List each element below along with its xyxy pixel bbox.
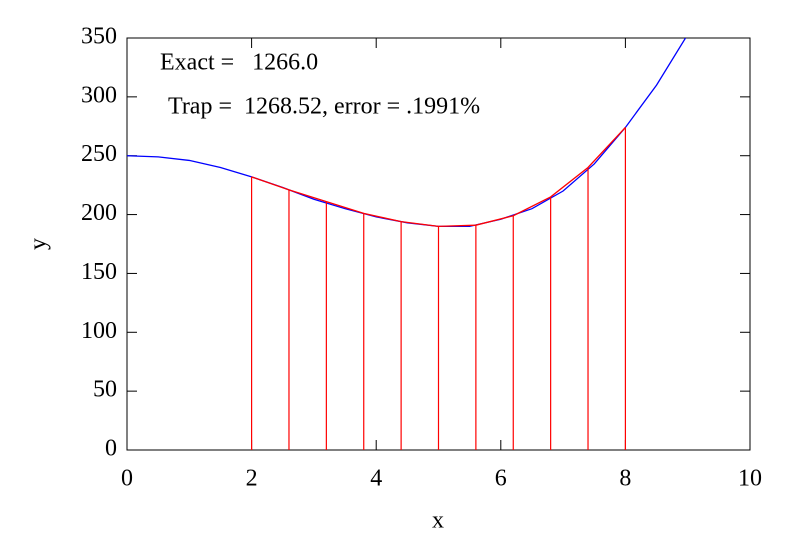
annotation: Exact = 1266.0 bbox=[160, 50, 318, 76]
x-tick-label: 0 bbox=[121, 466, 133, 492]
x-tick-label: 10 bbox=[738, 466, 762, 492]
y-tick-label: 200 bbox=[81, 200, 117, 226]
x-tick-label: 4 bbox=[370, 466, 382, 492]
y-tick-label: 300 bbox=[81, 82, 117, 108]
x-tick-label: 8 bbox=[619, 466, 631, 492]
plot-area bbox=[127, 38, 687, 450]
y-tick-label: 100 bbox=[81, 318, 117, 344]
series-line bbox=[251, 127, 626, 227]
y-tick-label: 250 bbox=[81, 141, 117, 167]
x-axis-label: x bbox=[432, 508, 444, 534]
y-tick-label: 150 bbox=[81, 259, 117, 285]
annotation: Trap = 1268.52, error = .1991% bbox=[168, 94, 480, 120]
x-tick-label: 2 bbox=[246, 466, 258, 492]
y-tick-label: 0 bbox=[105, 436, 117, 462]
y-axis-label: y bbox=[26, 238, 52, 250]
y-tick-label: 50 bbox=[93, 377, 117, 403]
x-tick-label: 6 bbox=[495, 466, 507, 492]
y-tick-label: 350 bbox=[81, 24, 117, 50]
